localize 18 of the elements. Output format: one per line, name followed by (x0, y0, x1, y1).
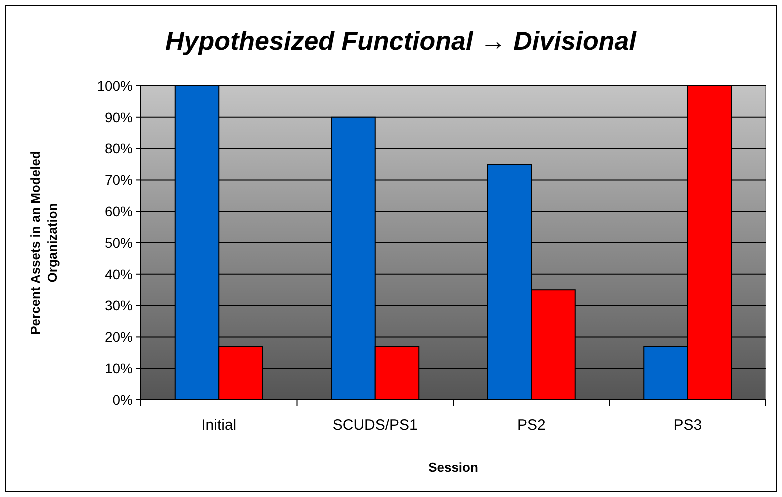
x-tick-label: SCUDS/PS1 (332, 417, 418, 434)
y-tick-label: 10% (104, 360, 133, 376)
y-tick-label: 80% (104, 140, 133, 157)
y-tick-label: 90% (104, 109, 133, 126)
y-tick-label: 30% (104, 298, 133, 314)
x-tick-label: Initial (202, 417, 237, 434)
y-tick-label: 40% (104, 266, 133, 282)
y-tick-label: 70% (104, 172, 133, 188)
x-axis-title: Session (428, 460, 478, 475)
y-tick-label: 20% (104, 329, 133, 346)
y-tick-label: 0% (112, 392, 133, 408)
y-axis-title: Percent Assets in an Modeled Organization (28, 151, 60, 335)
x-tick-label: PS3 (674, 417, 702, 434)
y-tick-label: 60% (104, 204, 133, 220)
chart-title: Hypothesized Functional → Divisional (166, 26, 638, 56)
y-tick-label: 50% (104, 234, 133, 251)
x-tick-label: PS2 (517, 417, 546, 434)
y-tick-label: 100% (97, 78, 133, 94)
